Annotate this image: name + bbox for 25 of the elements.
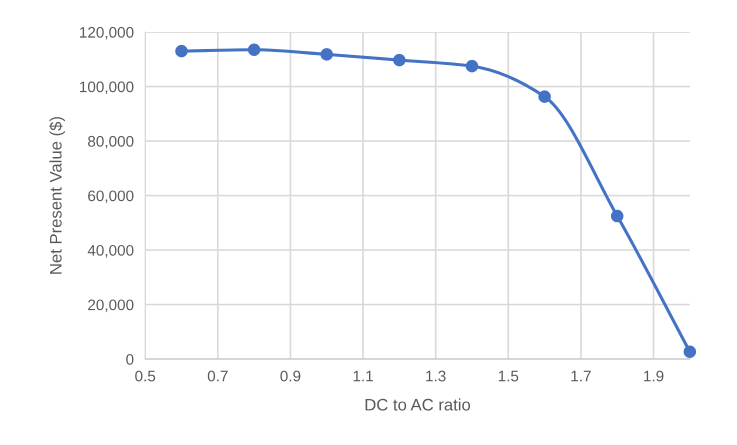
x-tick-label: 1.1 [354,370,373,382]
x-tick-label: 0.5 [135,370,156,382]
x-tick-label: 1.9 [644,370,664,382]
x-tick-label: 1.3 [426,370,446,382]
y-tick-label: 60,000 [88,190,134,204]
x-tick-label: 0.9 [280,370,300,382]
y-tick-label: 100,000 [80,81,134,94]
y-tick-label: 40,000 [88,244,134,258]
point [320,48,333,61]
x-tick-label: 0.7 [208,370,228,382]
point [610,210,624,222]
point [175,44,188,58]
x-tick-label: 1.5 [498,370,518,382]
point [393,54,406,66]
x-axis-title: DC to AC ratio [366,398,470,411]
y-axis-title: Net Present Value ($) [49,117,65,274]
x-tick-label: 1.7 [571,370,591,382]
point [466,60,478,72]
point [538,90,551,103]
point [248,44,260,56]
y-tick-label: 20,000 [88,299,134,312]
point [684,346,696,358]
y-tick-label: 0 [126,354,134,365]
y-tick-label: 80,000 [88,136,134,149]
y-tick-label: 120,000 [80,26,134,40]
